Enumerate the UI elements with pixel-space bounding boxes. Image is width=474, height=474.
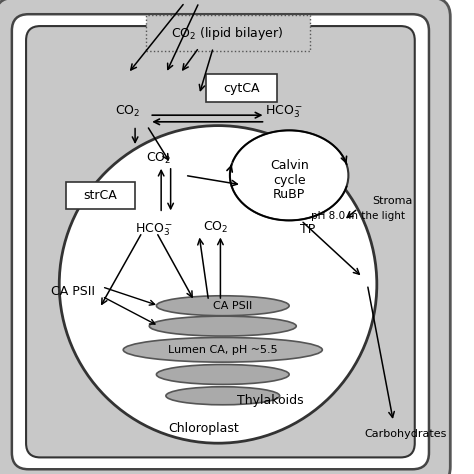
Text: strCA: strCA [83, 189, 118, 202]
Text: CO$_2$: CO$_2$ [146, 151, 172, 166]
Text: CO$_2$: CO$_2$ [115, 104, 141, 119]
Text: Carbohydrates: Carbohydrates [364, 428, 447, 439]
Text: HCO$_3^-$: HCO$_3^-$ [135, 222, 173, 238]
FancyBboxPatch shape [26, 26, 415, 457]
Ellipse shape [230, 130, 348, 220]
Text: RuBP: RuBP [273, 188, 305, 201]
FancyBboxPatch shape [0, 0, 450, 474]
Text: cytCA: cytCA [223, 82, 260, 95]
Text: cycle: cycle [273, 173, 305, 187]
Text: Chloroplast: Chloroplast [168, 422, 239, 436]
Text: Stroma: Stroma [372, 196, 412, 207]
FancyBboxPatch shape [66, 182, 135, 209]
FancyBboxPatch shape [12, 14, 429, 469]
Ellipse shape [156, 365, 289, 384]
Circle shape [59, 126, 377, 443]
Text: TP: TP [301, 223, 316, 237]
Text: CA PSII: CA PSII [213, 301, 252, 311]
Text: CA PSII: CA PSII [52, 285, 95, 298]
FancyBboxPatch shape [146, 15, 310, 51]
Text: CO$_2$ (lipid bilayer): CO$_2$ (lipid bilayer) [172, 25, 283, 42]
Text: Calvin: Calvin [270, 159, 309, 173]
Text: Lumen CA, pH ~5.5: Lumen CA, pH ~5.5 [168, 345, 278, 355]
Text: HCO$_3^-$: HCO$_3^-$ [265, 103, 303, 119]
FancyBboxPatch shape [206, 74, 277, 102]
Ellipse shape [166, 387, 280, 405]
Text: Thylakoids: Thylakoids [237, 394, 303, 407]
Ellipse shape [123, 337, 322, 362]
Text: pH 8.0 in the light: pH 8.0 in the light [311, 210, 405, 221]
Ellipse shape [149, 316, 296, 336]
Ellipse shape [156, 296, 289, 316]
Text: CO$_2$: CO$_2$ [203, 220, 228, 235]
